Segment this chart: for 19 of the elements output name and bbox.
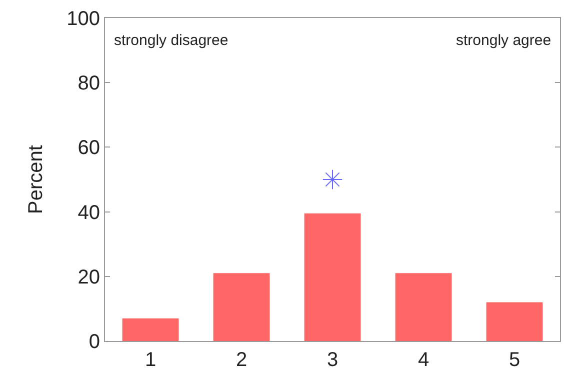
x-tick-label: 4 [418,349,430,371]
y-tick-label: 100 [66,8,100,30]
bar [486,302,543,341]
x-tick-label: 1 [144,349,156,371]
x-tick-label: 5 [508,349,520,371]
y-tick-label: 0 [88,331,100,353]
x-tick-label: 3 [326,349,338,371]
y-tick-label: 80 [78,72,100,95]
annotation: strongly disagree [114,32,228,49]
bar [213,273,270,341]
y-tick-label: 20 [78,266,100,288]
y-axis-title: Percent [25,144,48,214]
y-tick-label: 40 [78,202,100,224]
annotation: strongly agree [456,32,552,49]
bar [304,213,361,341]
bar [395,273,452,341]
y-tick-label: 60 [78,137,100,160]
x-tick-label: 2 [236,349,248,371]
bar [122,318,179,341]
